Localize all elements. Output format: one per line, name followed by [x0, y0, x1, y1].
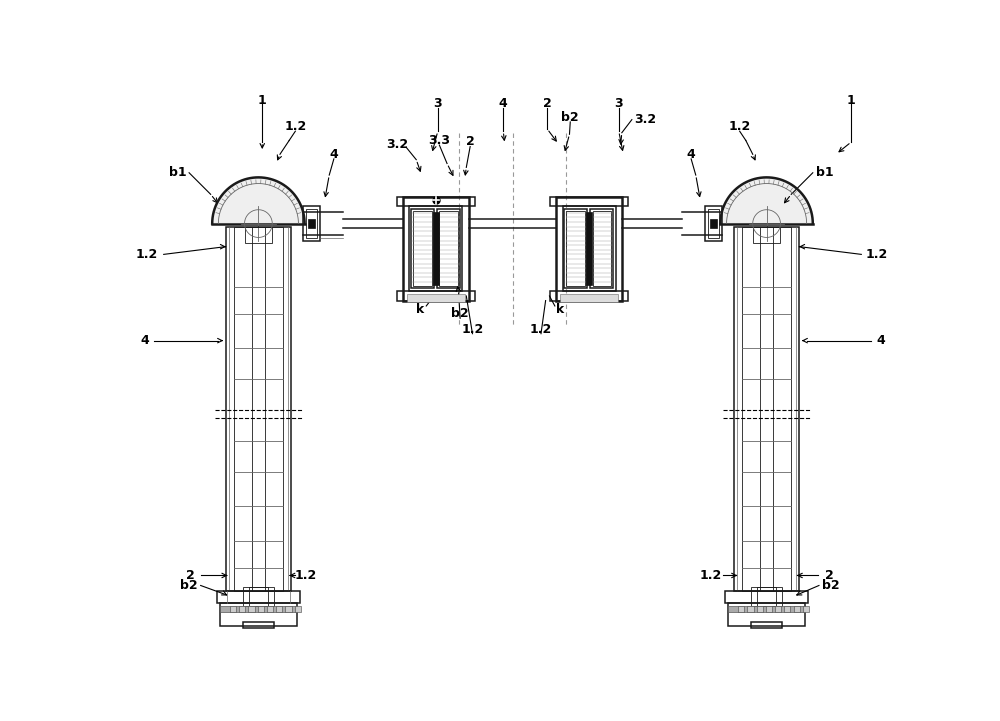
- Bar: [710, 219, 717, 229]
- Bar: [564, 209, 587, 288]
- Bar: [413, 211, 432, 286]
- Bar: [243, 622, 274, 628]
- Text: 1.2: 1.2: [461, 322, 484, 335]
- Bar: [245, 227, 272, 243]
- Text: 4: 4: [140, 334, 149, 347]
- Text: 1.2: 1.2: [284, 120, 306, 133]
- Bar: [556, 197, 622, 301]
- Text: k: k: [556, 304, 564, 317]
- Text: 3.2: 3.2: [635, 113, 657, 126]
- Text: 3: 3: [433, 97, 442, 110]
- Bar: [439, 211, 458, 286]
- Bar: [725, 591, 808, 603]
- Bar: [550, 291, 628, 301]
- Bar: [560, 294, 618, 302]
- Bar: [267, 606, 273, 612]
- Bar: [226, 227, 291, 591]
- Bar: [258, 606, 264, 612]
- Text: b1: b1: [169, 167, 186, 180]
- Bar: [753, 227, 780, 243]
- Text: 4: 4: [687, 148, 696, 161]
- Text: 4: 4: [329, 148, 338, 161]
- Text: 4: 4: [499, 97, 508, 110]
- Bar: [728, 603, 805, 627]
- Bar: [437, 209, 460, 288]
- Bar: [249, 587, 268, 606]
- Bar: [411, 209, 434, 288]
- Text: 3.2: 3.2: [386, 138, 408, 151]
- Bar: [734, 227, 799, 591]
- Text: 1.2: 1.2: [729, 120, 751, 133]
- Text: 4: 4: [876, 334, 885, 347]
- Bar: [784, 606, 790, 612]
- Bar: [230, 606, 236, 612]
- Text: 1: 1: [258, 94, 267, 107]
- Bar: [276, 606, 282, 612]
- Bar: [243, 587, 274, 606]
- Bar: [593, 211, 611, 286]
- Bar: [751, 622, 782, 628]
- Bar: [742, 227, 791, 591]
- Bar: [433, 212, 439, 286]
- Text: 2: 2: [543, 97, 552, 110]
- Bar: [751, 587, 782, 606]
- Bar: [285, 606, 292, 612]
- Bar: [409, 206, 462, 291]
- Bar: [550, 197, 628, 206]
- Bar: [308, 219, 315, 229]
- Bar: [295, 606, 301, 612]
- Bar: [747, 606, 754, 612]
- Bar: [757, 587, 776, 606]
- Bar: [708, 209, 719, 238]
- Text: b1: b1: [816, 167, 833, 180]
- Bar: [234, 227, 283, 591]
- Bar: [252, 227, 265, 591]
- Bar: [220, 606, 297, 612]
- Polygon shape: [720, 177, 813, 224]
- Text: 1.2: 1.2: [700, 569, 722, 582]
- Text: b2: b2: [180, 579, 198, 592]
- Bar: [590, 209, 613, 288]
- Bar: [306, 209, 317, 238]
- Bar: [760, 227, 773, 591]
- Text: 1.2: 1.2: [866, 248, 888, 261]
- Bar: [586, 212, 592, 286]
- Bar: [794, 606, 800, 612]
- Bar: [220, 603, 297, 627]
- Text: 2: 2: [825, 569, 834, 582]
- Text: k: k: [416, 304, 424, 317]
- Bar: [803, 606, 809, 612]
- Text: b2: b2: [451, 307, 469, 320]
- Bar: [403, 197, 469, 301]
- Bar: [407, 294, 465, 302]
- Text: 3: 3: [614, 97, 623, 110]
- Bar: [766, 606, 772, 612]
- Bar: [775, 606, 781, 612]
- Text: 1.2: 1.2: [136, 248, 158, 261]
- Bar: [397, 197, 475, 206]
- Bar: [563, 206, 616, 291]
- Bar: [397, 291, 475, 301]
- Text: 2: 2: [466, 136, 475, 149]
- Bar: [566, 211, 585, 286]
- Text: 2: 2: [186, 569, 195, 582]
- Polygon shape: [212, 177, 305, 224]
- Text: b2: b2: [561, 111, 579, 124]
- Text: 1.2: 1.2: [295, 569, 317, 582]
- Bar: [217, 591, 300, 603]
- Text: b2: b2: [822, 579, 839, 592]
- Bar: [303, 206, 320, 242]
- Text: 1: 1: [847, 94, 856, 107]
- Bar: [239, 606, 245, 612]
- Bar: [728, 606, 805, 612]
- Bar: [248, 606, 255, 612]
- Bar: [738, 606, 744, 612]
- Bar: [705, 206, 722, 242]
- Bar: [757, 606, 763, 612]
- Text: 3.3: 3.3: [428, 134, 450, 147]
- Text: 1.2: 1.2: [530, 322, 552, 335]
